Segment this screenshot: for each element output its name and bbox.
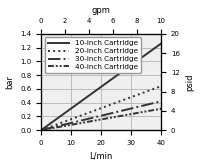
Legend: 10-inch Cartridge, 20-inch Cartridge, 30-inch Cartridge, 40-inch Cartridge: 10-inch Cartridge, 20-inch Cartridge, 30… xyxy=(45,38,141,73)
X-axis label: L/min: L/min xyxy=(89,151,113,161)
Y-axis label: bar: bar xyxy=(6,75,15,89)
Y-axis label: psid: psid xyxy=(185,73,194,91)
X-axis label: gpm: gpm xyxy=(92,5,111,15)
